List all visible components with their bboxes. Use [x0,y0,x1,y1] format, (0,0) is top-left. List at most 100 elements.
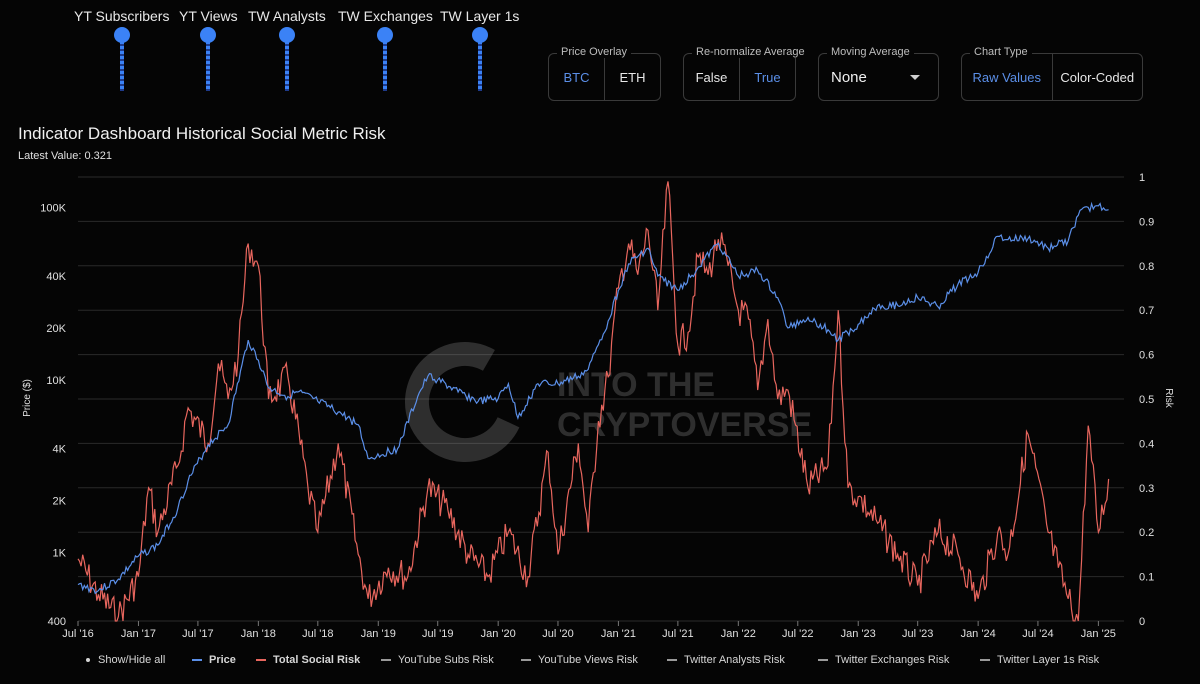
x-tick-label: Jul '21 [662,628,693,640]
line-swatch-icon [256,659,266,661]
x-tick-label: Jul '17 [182,628,213,640]
x-tick-label: Jan '24 [961,628,996,640]
legend-item-youtube-views-risk[interactable]: YouTube Views Risk [521,654,638,666]
right-tick-label: 0.7 [1139,305,1154,317]
renormalize-false-button[interactable]: False [684,54,740,100]
left-tick-label: 10K [46,375,66,387]
legend-label: YouTube Views Risk [538,654,638,666]
left-tick-label: 1K [53,547,67,559]
left-axis-title: Price ($) [22,379,33,417]
price-overlay-toggle: Price Overlay BTC ETH [548,46,661,101]
left-tick-label: 20K [46,323,66,335]
left-tick-label: 40K [46,271,66,283]
legend-label: YouTube Subs Risk [398,654,494,666]
x-tick-label: Jan '22 [721,628,756,640]
x-tick-label: Jul '23 [902,628,933,640]
moving-average-select[interactable]: Moving Average None [818,46,939,101]
x-tick-label: Jul '19 [422,628,453,640]
latest-value: Latest Value: 0.321 [18,150,112,162]
line-swatch-icon [980,659,990,661]
slider-tw-exchanges[interactable]: TW Exchanges [338,8,433,91]
right-tick-label: 0.1 [1139,572,1154,584]
chart-title: Indicator Dashboard Historical Social Me… [18,124,386,143]
left-tick-label: 400 [48,616,66,628]
legend-show-hide-all[interactable]: Show/Hide all [86,654,165,666]
legend-item-twitter-analysts-risk[interactable]: Twitter Analysts Risk [667,654,785,666]
slider-tw-layer1s[interactable]: TW Layer 1s [440,8,520,91]
line-swatch-icon [818,659,828,661]
left-tick-label: 4K [53,444,67,456]
right-axis-labels: 0 0.1 0.2 0.3 0.4 0.5 0.6 0.7 0.8 0.9 1 [1139,172,1154,628]
slider-label: TW Analysts [248,8,326,24]
slider-tw-analysts[interactable]: TW Analysts [248,8,326,91]
chart-type-toggle: Chart Type Raw Values Color-Coded [961,46,1143,101]
line-swatch-icon [192,659,202,661]
series-lines [77,181,1110,622]
chart-type-color-coded-button[interactable]: Color-Coded [1060,69,1135,85]
slider-label: YT Subscribers [74,8,170,24]
slider-track[interactable] [284,41,289,91]
renormalize-toggle: Re-normalize Average False True [683,46,809,101]
legend-item-youtube-subs-risk[interactable]: YouTube Subs Risk [381,654,494,666]
x-tick-label: Jan '23 [841,628,876,640]
x-tick-label: Jul '16 [62,628,93,640]
renormalize-true-button[interactable]: True [754,69,781,85]
chart-type-raw-button[interactable]: Raw Values [962,54,1053,100]
x-axis-labels: Jul '16 Jan '17 Jul '17 Jan '18 Jul '18 Jan '… [62,621,1116,640]
x-tick-label: Jul '22 [782,628,813,640]
right-tick-label: 0.6 [1139,350,1154,362]
legend-label: Twitter Analysts Risk [684,654,785,666]
series-line-price [77,201,1109,595]
right-tick-label: 0.9 [1139,216,1154,228]
slider-knob[interactable] [113,27,130,43]
slider-knob[interactable] [471,27,488,43]
legend-label: Twitter Exchanges Risk [835,654,950,666]
slider-label: YT Views [179,8,238,24]
x-tick-label: Jul '20 [542,628,573,640]
slider-label: TW Exchanges [338,8,433,24]
x-tick-label: Jan '19 [361,628,396,640]
right-tick-label: 0 [1139,616,1145,628]
slider-label: TW Layer 1s [440,8,520,24]
renormalize-legend: Re-normalize Average [692,46,809,58]
dot-icon [86,658,90,662]
legend-item-price[interactable]: Price [192,654,236,666]
slider-track[interactable] [383,41,388,91]
right-tick-label: 0.5 [1139,394,1154,406]
legend-item-twitter-layer1s-risk[interactable]: Twitter Layer 1s Risk [980,654,1099,666]
x-tick-label: Jul '18 [302,628,333,640]
price-overlay-legend: Price Overlay [557,46,632,58]
line-swatch-icon [381,659,391,661]
legend-item-total-social-risk[interactable]: Total Social Risk [256,654,360,666]
chart-area: INTO THE CRYPTOVERSE 400 1K 2K 4K 10K 20K 40K 1… [22,172,1174,640]
moving-average-legend: Moving Average [827,46,914,58]
chevron-down-icon [910,74,920,80]
slider-knob[interactable] [278,27,295,43]
slider-yt-views[interactable]: YT Views [179,8,238,91]
slider-track[interactable] [119,41,124,91]
price-overlay-eth-button[interactable]: ETH [619,69,646,85]
chart-type-legend: Chart Type [970,46,1032,58]
slider-knob[interactable] [377,27,394,43]
watermark-line1: INTO THE [557,366,715,404]
series-line-total-social-risk [77,181,1110,622]
watermark: INTO THE CRYPTOVERSE [405,342,812,462]
right-tick-label: 0.8 [1139,261,1154,273]
right-tick-label: 0.3 [1139,483,1154,495]
price-overlay-btc-button[interactable]: BTC [549,54,605,100]
left-tick-label: 100K [40,202,66,214]
left-tick-label: 2K [53,495,67,507]
slider-track[interactable] [477,41,482,91]
watermark-line2: CRYPTOVERSE [557,406,812,444]
x-tick-label: Jan '25 [1081,628,1116,640]
slider-knob[interactable] [200,27,217,43]
legend-label: Price [209,654,236,666]
legend-label: Total Social Risk [273,654,361,666]
slider-yt-subscribers[interactable]: YT Subscribers [74,8,170,91]
legend-item-twitter-exchanges-risk[interactable]: Twitter Exchanges Risk [818,654,949,666]
slider-track[interactable] [206,41,211,91]
moving-average-value: None [831,68,867,86]
line-swatch-icon [667,659,677,661]
right-axis-title: Risk [1163,388,1174,408]
watermark-logo [405,342,525,462]
